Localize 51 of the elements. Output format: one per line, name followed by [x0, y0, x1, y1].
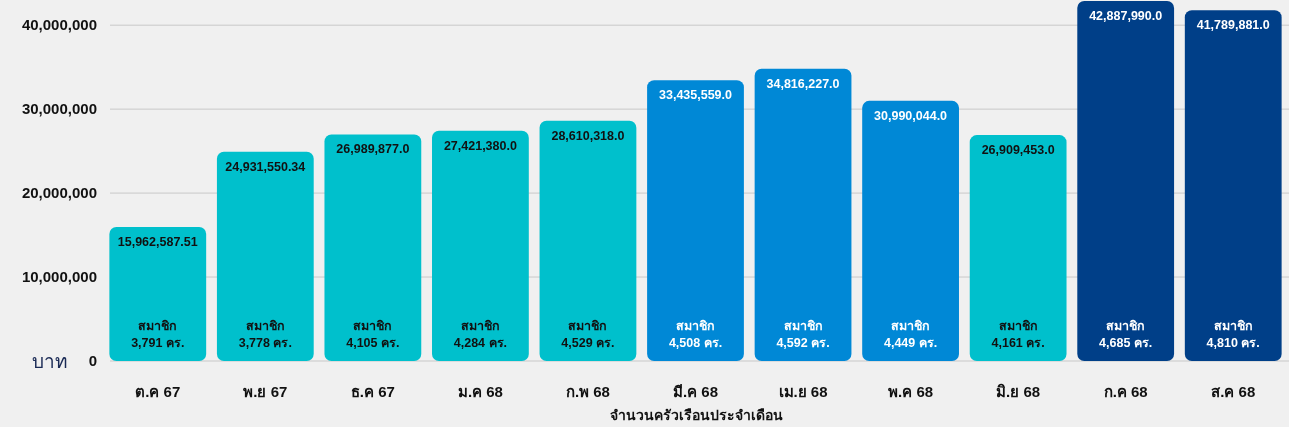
- y-tick-label: 20,000,000: [21, 184, 97, 202]
- annotation: สมาชิก 3,778 คร.: [238, 319, 292, 351]
- x-tick-label: ม.ค 68: [457, 383, 503, 400]
- annotation: สมาชิก 4,284 คร.: [453, 319, 508, 351]
- data-label: 41,789,881.0: [1196, 18, 1270, 33]
- x-tick-label: พ.ค 68: [888, 383, 934, 400]
- data-label: 30,990,044.0: [874, 108, 948, 123]
- bar: [862, 100, 959, 361]
- data-label: 42,887,990.0: [1089, 8, 1163, 23]
- annotation: สมาชิก 4,529 คร.: [561, 319, 615, 351]
- data-label: 24,931,550.34: [225, 159, 306, 174]
- annotation: สมาชิก 4,449 คร.: [883, 319, 938, 351]
- annotation: สมาชิก 4,508 คร.: [668, 319, 723, 351]
- data-label: 34,816,227.0: [766, 76, 840, 91]
- data-label: 27,421,380.0: [443, 138, 517, 153]
- annotation: สมาชิก 4,161 คร.: [991, 319, 1045, 351]
- bar: [539, 120, 637, 361]
- data-label: 28,610,318.0: [551, 128, 625, 143]
- x-tick-label: เม.ย 68: [778, 383, 828, 400]
- bar: [324, 134, 422, 361]
- x-tick-label: มิ.ย 68: [996, 383, 1041, 400]
- y-tick-label: 10,000,000: [21, 268, 97, 286]
- bar: [1184, 10, 1282, 361]
- x-tick-label: พ.ย 67: [243, 383, 288, 400]
- x-tick-label: ก.ค 68: [1103, 383, 1148, 400]
- y-tick-label: 40,000,000: [21, 16, 97, 34]
- x-tick-label: มี.ค 68: [672, 383, 719, 400]
- x-tick-label: ต.ค 67: [135, 383, 181, 400]
- annotation: สมาชิก 3,791 คร.: [131, 319, 185, 351]
- data-label: 15,962,587.51: [117, 234, 198, 249]
- bar: [754, 68, 852, 361]
- y-tick-label: 0: [88, 352, 97, 370]
- data-label: 26,909,453.0: [981, 143, 1055, 158]
- bar: [109, 226, 207, 361]
- x-tick-label: ส.ค 68: [1211, 383, 1256, 400]
- annotation: สมาชิก 4,810 คร.: [1206, 319, 1260, 351]
- x-tick-label: ธ.ค 67: [350, 383, 395, 400]
- x-axis-title: จำนวนครัวเรือนประจำเดือน: [610, 407, 783, 423]
- data-label: 26,989,877.0: [336, 142, 410, 157]
- y-tick-label: 30,000,000: [21, 100, 97, 118]
- bar: [969, 135, 1067, 361]
- bar: [432, 130, 529, 361]
- bar: [1077, 0, 1175, 361]
- annotation: สมาชิก 4,685 คร.: [1099, 319, 1153, 351]
- annotation: สมาชิก 4,592 คร.: [776, 319, 830, 351]
- bar: [216, 151, 314, 361]
- data-label: 33,435,559.0: [659, 88, 733, 103]
- annotation: สมาชิก 4,105 คร.: [346, 319, 400, 351]
- x-tick-label: ก.พ 68: [565, 383, 610, 400]
- y-axis-title: บาท: [32, 350, 68, 372]
- bar: [647, 80, 744, 361]
